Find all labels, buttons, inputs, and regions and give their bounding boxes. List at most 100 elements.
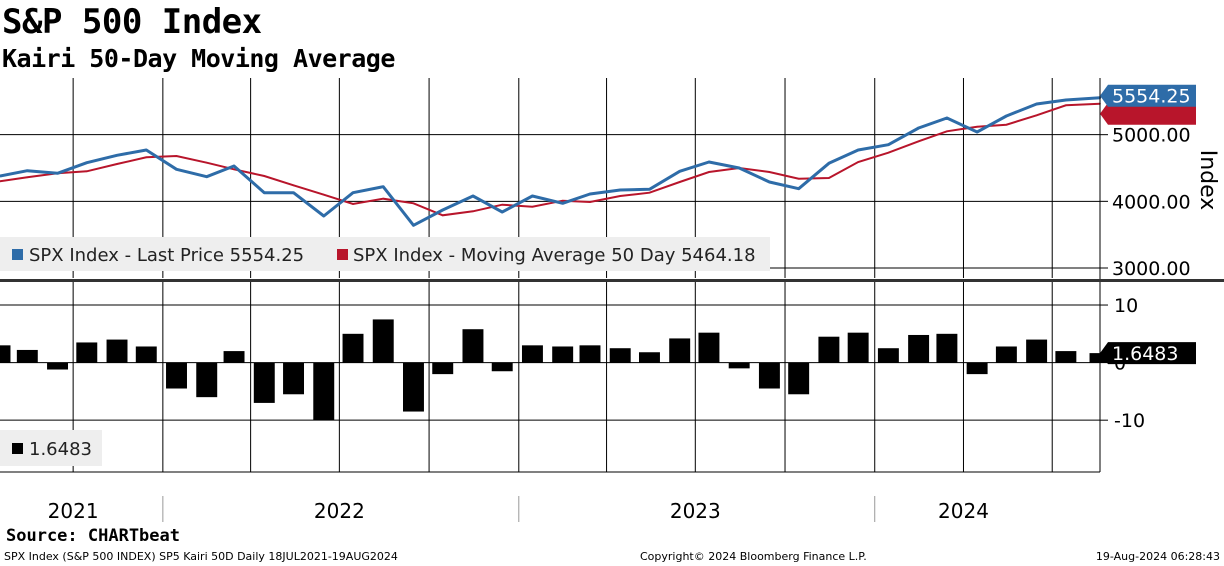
moving-average-point bbox=[441, 214, 444, 217]
kairi-bar bbox=[0, 345, 11, 363]
x-year-label: 2022 bbox=[314, 499, 365, 523]
kairi-bar bbox=[1026, 339, 1048, 363]
kairi-bar bbox=[908, 334, 930, 363]
moving-average-point bbox=[412, 202, 415, 205]
kairi-bar bbox=[491, 362, 513, 372]
moving-average-point bbox=[501, 203, 504, 206]
moving-average-point bbox=[531, 205, 534, 208]
kairi-bar bbox=[818, 336, 840, 363]
last-price-point bbox=[205, 175, 208, 178]
kairi-bar bbox=[47, 362, 69, 370]
moving-average-point bbox=[472, 210, 474, 213]
last-price-point bbox=[561, 202, 564, 205]
last-price-point bbox=[501, 210, 504, 214]
source-note: Source: CHARTbeat bbox=[6, 526, 180, 546]
price-legend-label: SPX Index - Last Price 5554.25 bbox=[29, 245, 304, 266]
moving-average-point bbox=[797, 177, 800, 180]
kairi-bar bbox=[698, 332, 720, 363]
footer-copyright: Copyright© 2024 Bloomberg Finance L.P. bbox=[640, 550, 867, 563]
kairi-bar bbox=[847, 332, 869, 363]
kairi-bar bbox=[521, 345, 543, 363]
kairi-bar bbox=[403, 362, 424, 412]
badge-shape bbox=[1100, 342, 1196, 365]
price-legend-swatch bbox=[12, 249, 23, 260]
kairi-bar bbox=[313, 362, 335, 421]
last-price-point bbox=[797, 187, 800, 190]
last-price-point bbox=[588, 192, 592, 196]
last-price-point bbox=[707, 160, 711, 164]
moving-average-point bbox=[233, 168, 235, 171]
kairi-bar bbox=[372, 319, 394, 363]
moving-average-point bbox=[828, 177, 830, 179]
last-price-point bbox=[85, 161, 88, 164]
moving-average-point bbox=[887, 151, 890, 154]
badge-shape bbox=[1100, 84, 1196, 107]
last-price-point bbox=[827, 162, 831, 165]
panel-separator bbox=[0, 279, 1224, 282]
kairi-bar bbox=[76, 342, 98, 363]
last-price-point bbox=[382, 185, 385, 188]
moving-average-point bbox=[85, 170, 88, 173]
last-price-point bbox=[678, 170, 681, 173]
last-price-line bbox=[0, 96, 1101, 227]
last-price-point bbox=[887, 143, 890, 146]
last-price-point bbox=[471, 194, 475, 198]
kairi-legend-label: 1.6483 bbox=[29, 439, 92, 460]
kairi-bar bbox=[609, 348, 631, 363]
moving-average-point bbox=[768, 171, 771, 173]
moving-average-point bbox=[382, 197, 385, 200]
badge-shape bbox=[1100, 102, 1196, 125]
last-price-point bbox=[322, 214, 325, 218]
moving-average-point bbox=[678, 181, 681, 183]
kairi-bar bbox=[432, 362, 454, 375]
moving-average-line bbox=[0, 102, 1101, 217]
moving-average-point bbox=[561, 199, 564, 202]
moving-average-point bbox=[1065, 104, 1067, 107]
y-tick-label: 3000.00 bbox=[1112, 258, 1191, 280]
kairi-bar bbox=[223, 351, 245, 363]
last-price-point bbox=[856, 148, 860, 152]
moving-average-point bbox=[205, 161, 208, 164]
moving-average-series bbox=[0, 102, 1101, 217]
footer-timestamp: 19-Aug-2024 06:28:43 bbox=[1095, 550, 1220, 563]
kairi-legend-swatch bbox=[12, 443, 23, 454]
moving-average-point bbox=[1035, 114, 1038, 117]
last-price-series bbox=[0, 96, 1102, 227]
kairi-bar bbox=[1055, 351, 1077, 363]
moving-average-point bbox=[175, 155, 178, 157]
kairi-bar bbox=[166, 362, 187, 389]
last-price-point bbox=[26, 169, 29, 172]
kairi-bar bbox=[669, 338, 691, 363]
last-price-point bbox=[56, 172, 59, 175]
kairi-bar bbox=[196, 362, 218, 398]
last-price-point bbox=[175, 168, 178, 171]
last-price-point bbox=[232, 164, 236, 168]
ma-last-badge bbox=[1100, 102, 1196, 125]
kairi-bars bbox=[0, 319, 1111, 421]
moving-average-point bbox=[917, 140, 920, 143]
last-price-point bbox=[917, 126, 920, 130]
kairi-bar bbox=[135, 346, 157, 363]
chart-title: S&P 500 Index bbox=[2, 2, 262, 42]
last-price-point bbox=[441, 208, 444, 212]
y-tick-label: 10 bbox=[1114, 295, 1138, 317]
last-price-point bbox=[0, 174, 2, 178]
last-price-point bbox=[531, 194, 534, 198]
last-price-point bbox=[975, 130, 979, 134]
moving-average-point bbox=[263, 175, 266, 177]
last-price-point bbox=[412, 224, 415, 227]
moving-average-point bbox=[292, 184, 295, 187]
last-price-point bbox=[945, 116, 949, 120]
moving-average-point bbox=[145, 156, 148, 159]
chart-legends: SPX Index - Last Price 5554.25 SPX Index … bbox=[0, 237, 770, 466]
kairi-bar bbox=[253, 362, 275, 403]
kairi-bar bbox=[788, 362, 810, 395]
last-price-point bbox=[115, 154, 119, 157]
kairi-bar bbox=[995, 346, 1017, 363]
last-price-point bbox=[1035, 102, 1038, 106]
y-axis-title: Index bbox=[1195, 150, 1220, 211]
last-price-point bbox=[1005, 114, 1008, 118]
kairi-bar bbox=[966, 362, 988, 375]
chart-axes: 3000.004000.005000.00-10010Index5554.251… bbox=[0, 78, 1224, 523]
